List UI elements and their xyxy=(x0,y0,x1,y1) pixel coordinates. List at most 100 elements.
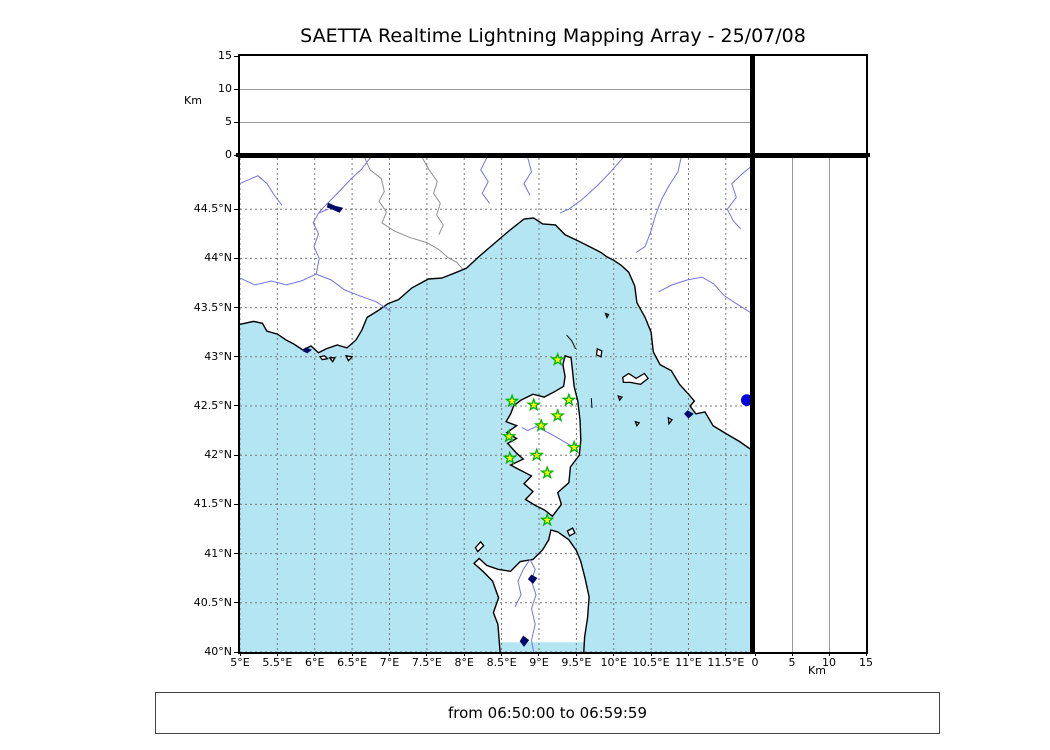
panel-separator-horizontal xyxy=(236,153,870,157)
lat-tick-label: 44°N xyxy=(204,251,232,265)
altitude-longitude-panel xyxy=(238,54,754,157)
offshore-mark xyxy=(566,334,577,350)
lat-tick-label: 43°N xyxy=(204,349,232,363)
station-marker xyxy=(550,408,566,423)
corsica-coastline xyxy=(505,354,582,518)
altitude-latitude-panel xyxy=(753,156,868,654)
lon-tickmark xyxy=(351,652,353,656)
small-island xyxy=(634,420,641,428)
station-marker xyxy=(539,465,555,480)
lon-tick-label: 8.5°E xyxy=(486,656,517,669)
lat-tickmark xyxy=(234,651,238,653)
lat-tick-label: 40°N xyxy=(204,645,232,658)
lon-tickmark xyxy=(239,652,241,656)
lat-tickmark xyxy=(234,307,238,309)
river xyxy=(559,158,624,214)
lat-tickmark xyxy=(234,208,238,210)
lake xyxy=(527,574,538,584)
offshore-mark xyxy=(590,398,593,409)
altitude-tick-label-right: 0 xyxy=(751,656,759,669)
elba-island xyxy=(621,372,650,385)
station-marker xyxy=(526,397,542,412)
altitude-tick-label-top: 5 xyxy=(225,115,232,128)
sardinia-land xyxy=(474,530,590,652)
river xyxy=(635,158,682,253)
station-marker xyxy=(502,450,518,465)
lon-tick-label: 10.5°E xyxy=(632,656,670,669)
lat-tick-label: 40.5°N xyxy=(193,595,232,609)
river xyxy=(658,276,752,314)
station-marker xyxy=(550,351,566,366)
altitude-tickmark-top xyxy=(234,88,238,90)
time-window-text: from 06:50:00 to 06:59:59 xyxy=(447,704,647,722)
sardinia-coastline xyxy=(472,529,590,652)
altitude-axis-unit-top: Km xyxy=(184,94,202,107)
altitude-tick-label-right: 5 xyxy=(788,656,796,669)
lake xyxy=(302,347,313,354)
altitude-tickmark-top xyxy=(234,121,238,123)
station-marker xyxy=(566,439,582,454)
lon-tickmark xyxy=(276,652,278,656)
lon-tickmark xyxy=(463,652,465,656)
altitude-tick-label-top: 15 xyxy=(218,49,232,62)
small-island xyxy=(595,347,603,358)
corner-box xyxy=(753,54,868,157)
river xyxy=(523,158,533,196)
lon-tick-label: 9°E xyxy=(529,656,549,669)
river xyxy=(726,165,752,230)
altitude-tick-label-top: 10 xyxy=(218,82,232,95)
lon-tick-label: 11.5°E xyxy=(707,656,745,669)
altitude-gridline-top xyxy=(240,122,752,123)
lake xyxy=(326,202,344,213)
lon-tick-label: 6°E xyxy=(305,656,325,669)
lat-tickmark xyxy=(234,257,238,259)
corsica-land xyxy=(506,355,581,517)
detection-dot xyxy=(741,394,752,406)
lon-tick-label: 9.5°E xyxy=(561,656,592,669)
lat-tickmark xyxy=(234,602,238,604)
lat-tickmark xyxy=(234,356,238,358)
river xyxy=(514,559,531,607)
lon-tickmark xyxy=(426,652,428,656)
river xyxy=(316,273,392,312)
lon-tickmark xyxy=(501,652,503,656)
lon-tickmark xyxy=(650,652,652,656)
lon-tick-label: 6.5°E xyxy=(337,656,368,669)
station-marker xyxy=(504,393,520,408)
lat-tickmark xyxy=(234,503,238,505)
altitude-tick-label-right: 10 xyxy=(822,656,836,669)
river xyxy=(480,158,491,204)
lake xyxy=(519,635,530,647)
small-island xyxy=(328,357,337,363)
lake xyxy=(683,410,694,419)
altitude-tickmark-top xyxy=(234,55,238,57)
lon-tickmark xyxy=(687,652,689,656)
mainland-land xyxy=(240,158,752,451)
lon-tick-label: 7°E xyxy=(379,656,400,669)
country-border xyxy=(364,158,464,270)
altitude-gridline-top xyxy=(240,89,752,90)
lon-tick-label: 8°E xyxy=(454,656,474,669)
river xyxy=(312,208,329,275)
small-island xyxy=(617,395,623,402)
lon-tick-label: 10°E xyxy=(600,656,627,669)
panel-separator-vertical xyxy=(750,54,754,654)
lat-tick-label: 41.5°N xyxy=(193,497,232,511)
station-marker xyxy=(539,512,555,527)
small-island xyxy=(667,416,673,426)
time-window-box: from 06:50:00 to 06:59:59 xyxy=(155,692,940,734)
lat-tickmark xyxy=(234,454,238,456)
altitude-axis-unit-right: Km xyxy=(808,664,826,677)
altitude-tick-label-right: 15 xyxy=(859,656,873,669)
lon-tickmark xyxy=(538,652,540,656)
river xyxy=(240,273,317,286)
altitude-gridline-right xyxy=(829,158,830,652)
small-island xyxy=(344,354,354,362)
river xyxy=(529,559,537,652)
river xyxy=(318,158,371,214)
lon-tickmark xyxy=(575,652,577,656)
page-title: SAETTA Realtime Lightning Mapping Array … xyxy=(300,25,806,47)
station-marker xyxy=(533,417,549,433)
lon-tickmark xyxy=(388,652,390,656)
